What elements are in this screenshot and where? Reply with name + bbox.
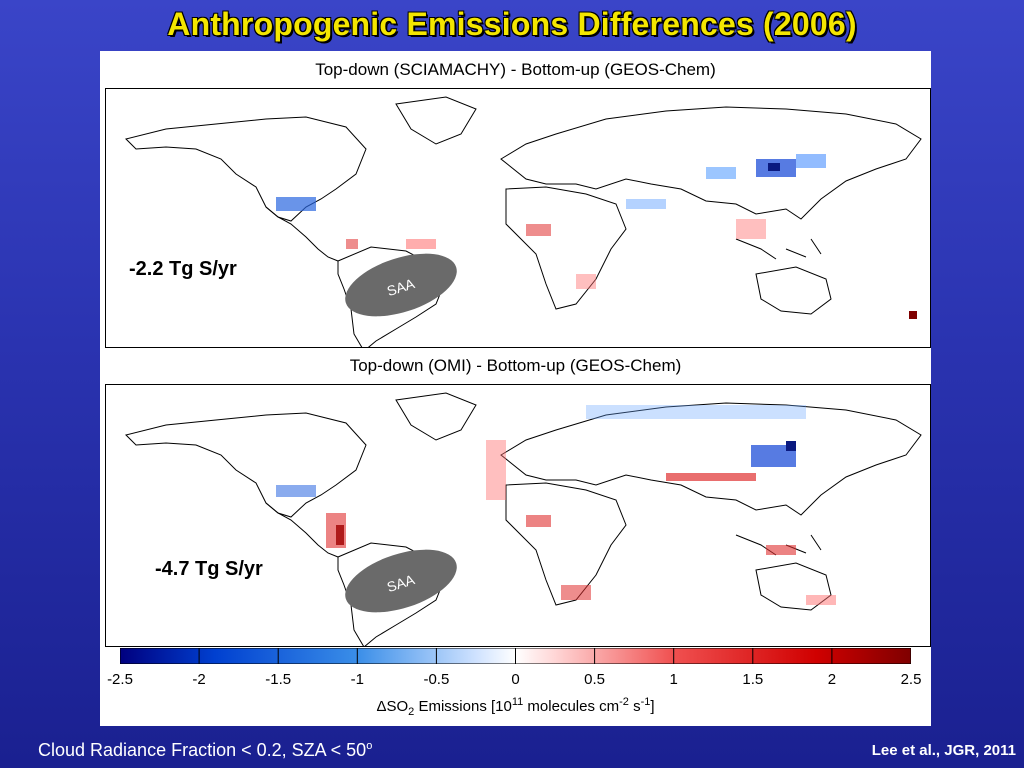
- total-label-omi: -4.7 Tg S/yr: [155, 558, 263, 580]
- saa-region: [345, 549, 457, 613]
- panel-title-omi: Top-down (OMI) - Bottom-up (GEOS-Chem): [349, 356, 682, 375]
- colorbar-tick-label: 1: [669, 671, 678, 688]
- emission-cell: [706, 167, 736, 179]
- emission-cell: [909, 311, 917, 319]
- emission-cell: [561, 585, 591, 600]
- emission-cell: [768, 163, 780, 171]
- emission-cell: [796, 154, 826, 168]
- colorbar-label: ΔSO2 Emissions [1011 molecules cm-2 s-1]: [376, 696, 655, 718]
- footer-conditions: Cloud Radiance Fraction < 0.2, SZA < 50o: [38, 740, 373, 760]
- colorbar-tick-label: 0.5: [584, 671, 606, 688]
- saa-region: [345, 253, 457, 317]
- total-label-sciamachy: -2.2 Tg S/yr: [129, 258, 237, 280]
- emission-cell: [346, 239, 358, 249]
- panel-title-sciamachy: Top-down (SCIAMACHY) - Bottom-up (GEOS-C…: [315, 60, 716, 79]
- colorbar-tick-label: -2.5: [107, 671, 133, 688]
- emission-cell: [586, 405, 806, 419]
- greenland-coast: [395, 96, 477, 145]
- emission-cell: [276, 485, 316, 497]
- colorbar-tick-label: -2: [192, 671, 206, 688]
- emission-cell: [786, 441, 796, 451]
- world-map-svg: SAA: [125, 96, 922, 347]
- figure-panel: Top-down (SCIAMACHY) - Bottom-up (GEOS-C…: [100, 51, 931, 726]
- colorbar-tick-label: 0: [511, 671, 520, 688]
- emission-cell: [336, 525, 344, 545]
- emission-cell: [666, 473, 756, 481]
- colorbar-tick-label: -1: [350, 671, 364, 688]
- slide-title: Anthropogenic Emissions Differences (200…: [167, 6, 857, 42]
- emission-cell: [736, 219, 766, 239]
- north-america-coast: [125, 116, 367, 222]
- emission-cell: [751, 445, 796, 467]
- colorbar: [120, 648, 911, 664]
- eurasia-coast: [500, 106, 922, 220]
- eurasia-coast: [500, 402, 922, 516]
- north-america-coast: [125, 412, 367, 518]
- world-map-svg: SAA: [125, 392, 922, 646]
- greenland-coast: [395, 392, 477, 441]
- colorbar-tick-label: -0.5: [423, 671, 450, 688]
- map-omi: SAA: [105, 384, 931, 647]
- central-america-coast: [265, 502, 339, 558]
- emission-cell: [526, 515, 551, 527]
- colorbar-tick-label: 1.5: [742, 671, 764, 688]
- emission-cell: [526, 224, 551, 236]
- australia-coast: [755, 266, 832, 315]
- emission-cell: [486, 440, 506, 500]
- emission-cell: [406, 239, 436, 249]
- emission-cell: [626, 199, 666, 209]
- colorbar-tick-label: 2: [827, 671, 837, 688]
- emission-cell: [276, 197, 316, 211]
- emission-cell: [576, 274, 596, 289]
- central-america-coast: [265, 206, 339, 262]
- emission-cell: [806, 595, 836, 605]
- colorbar-tick-label: 2.5: [900, 671, 922, 688]
- southeast-asia-islands: [735, 238, 822, 260]
- colorbar-tick-label: -1.5: [265, 671, 292, 688]
- emission-cell: [766, 545, 796, 555]
- africa-coast: [505, 186, 627, 310]
- map-sciamachy: SAA: [105, 88, 931, 348]
- citation: Lee et al., JGR, 2011: [871, 742, 1016, 759]
